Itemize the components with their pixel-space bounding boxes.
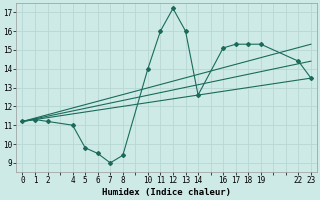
X-axis label: Humidex (Indice chaleur): Humidex (Indice chaleur) bbox=[102, 188, 231, 197]
